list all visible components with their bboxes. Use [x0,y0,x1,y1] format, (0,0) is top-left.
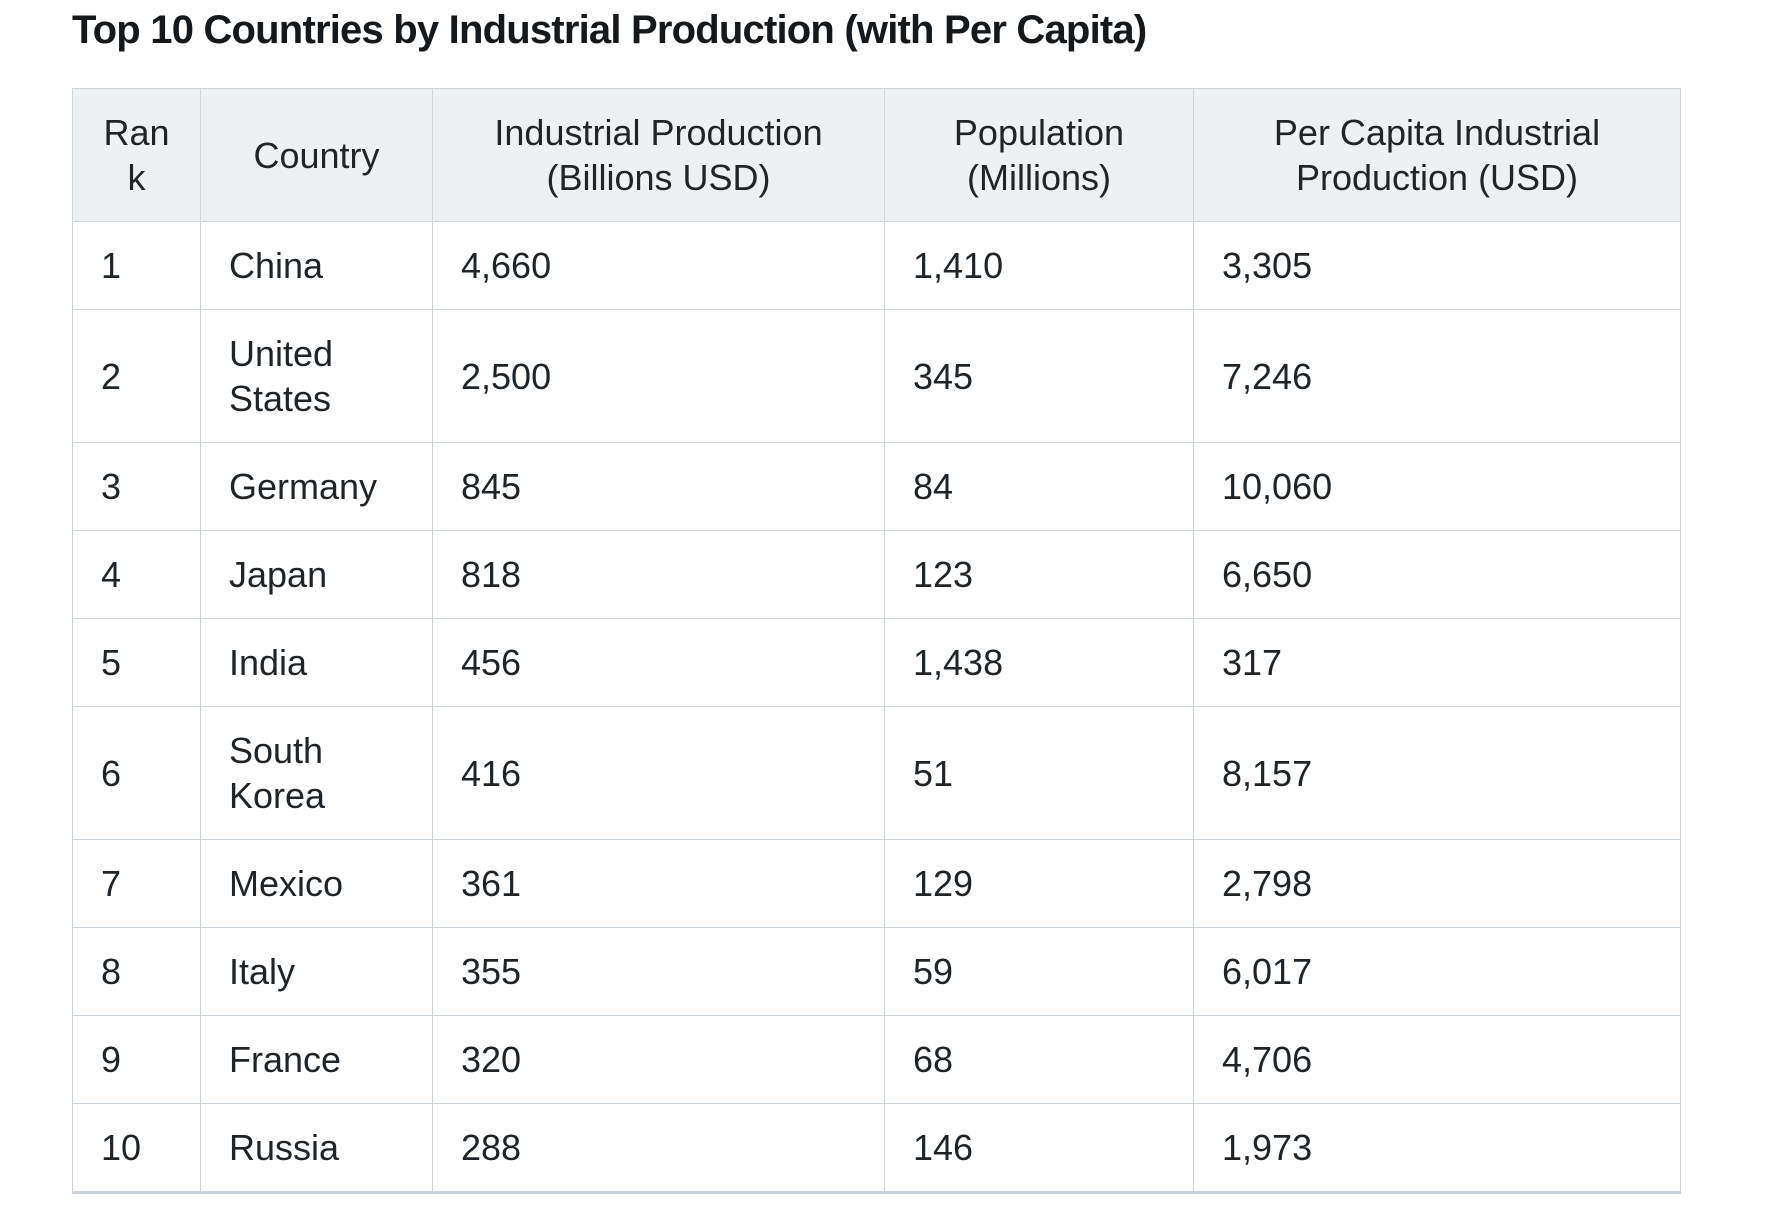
column-header-country: Country [200,88,433,222]
page-title: Top 10 Countries by Industrial Productio… [72,8,1147,52]
cell-country: Japan [200,530,433,619]
table-row: 6 South Korea 416 51 8,157 [72,706,1681,840]
cell-rank: 7 [72,839,201,928]
cell-industrial-production: 288 [432,1103,885,1193]
table-row: 9 France 320 68 4,706 [72,1015,1681,1104]
cell-population: 129 [884,839,1194,928]
cell-population: 146 [884,1103,1194,1193]
table-row: 10 Russia 288 146 1,973 [72,1103,1681,1193]
cell-rank: 1 [72,221,201,310]
table-row: 1 China 4,660 1,410 3,305 [72,221,1681,310]
cell-population: 84 [884,442,1194,531]
cell-industrial-production: 361 [432,839,885,928]
cell-rank: 3 [72,442,201,531]
cell-country: China [200,221,433,310]
cell-rank: 8 [72,927,201,1016]
cell-population: 59 [884,927,1194,1016]
cell-rank: 2 [72,309,201,443]
cell-rank: 6 [72,706,201,840]
cell-per-capita: 317 [1193,618,1681,707]
column-header-per-capita: Per Capita Industrial Production (USD) [1193,88,1681,222]
cell-population: 345 [884,309,1194,443]
cell-per-capita: 6,017 [1193,927,1681,1016]
cell-country: Italy [200,927,433,1016]
cell-industrial-production: 355 [432,927,885,1016]
cell-per-capita: 1,973 [1193,1103,1681,1193]
cell-country: Russia [200,1103,433,1193]
cell-per-capita: 3,305 [1193,221,1681,310]
cell-per-capita: 10,060 [1193,442,1681,531]
cell-country: South Korea [200,706,433,840]
table-row: 7 Mexico 361 129 2,798 [72,839,1681,928]
cell-per-capita: 8,157 [1193,706,1681,840]
cell-population: 51 [884,706,1194,840]
cell-population: 68 [884,1015,1194,1104]
cell-country: Germany [200,442,433,531]
cell-rank: 5 [72,618,201,707]
cell-per-capita: 4,706 [1193,1015,1681,1104]
column-header-population: Population (Millions) [884,88,1194,222]
cell-per-capita: 7,246 [1193,309,1681,443]
industrial-production-table: Rank Country Industrial Production (Bill… [72,88,1681,1194]
cell-industrial-production: 416 [432,706,885,840]
cell-population: 123 [884,530,1194,619]
table-row: 4 Japan 818 123 6,650 [72,530,1681,619]
cell-industrial-production: 320 [432,1015,885,1104]
table-row: 8 Italy 355 59 6,017 [72,927,1681,1016]
header-row: Rank Country Industrial Production (Bill… [72,88,1681,222]
cell-country: India [200,618,433,707]
cell-industrial-production: 845 [432,442,885,531]
cell-rank: 10 [72,1103,201,1193]
cell-country: Mexico [200,839,433,928]
cell-industrial-production: 4,660 [432,221,885,310]
column-header-rank: Rank [72,88,201,222]
cell-population: 1,410 [884,221,1194,310]
cell-industrial-production: 456 [432,618,885,707]
table-row: 2 United States 2,500 345 7,246 [72,309,1681,443]
cell-industrial-production: 2,500 [432,309,885,443]
cell-rank: 9 [72,1015,201,1104]
cell-rank: 4 [72,530,201,619]
cell-population: 1,438 [884,618,1194,707]
cell-industrial-production: 818 [432,530,885,619]
cell-per-capita: 2,798 [1193,839,1681,928]
cell-country: United States [200,309,433,443]
cell-per-capita: 6,650 [1193,530,1681,619]
table-row: 5 India 456 1,438 317 [72,618,1681,707]
cell-country: France [200,1015,433,1104]
column-header-industrial-production: Industrial Production (Billions USD) [432,88,885,222]
table-row: 3 Germany 845 84 10,060 [72,442,1681,531]
